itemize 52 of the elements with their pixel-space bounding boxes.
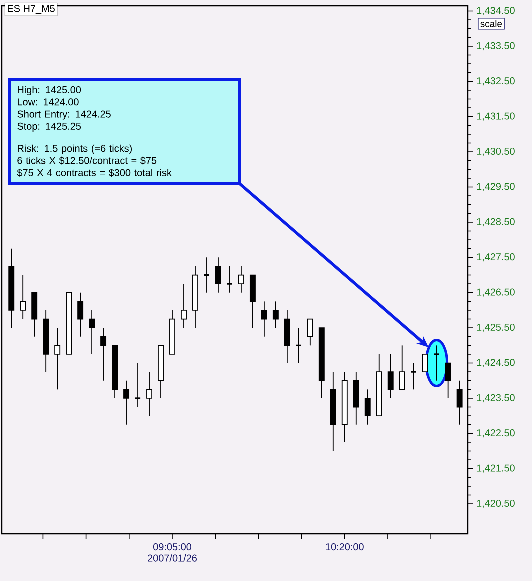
candlestick bbox=[216, 257, 222, 294]
y-tick-label: 1,428.50 bbox=[477, 218, 515, 227]
candlestick bbox=[181, 284, 187, 329]
y-tick-label: 1,434.50 bbox=[477, 7, 515, 16]
candlestick bbox=[261, 301, 268, 338]
y-tick-label: 1,420.50 bbox=[477, 500, 515, 508]
candlestick bbox=[100, 328, 107, 382]
candlestick bbox=[399, 345, 406, 390]
y-tick-label: 1,430.50 bbox=[477, 148, 515, 156]
annotation: Risk: 1.5 points (=6 ticks) bbox=[18, 144, 132, 154]
candlestick bbox=[388, 354, 394, 399]
annotation: Stop: 1425.25 bbox=[18, 122, 82, 132]
y-tick-label: 1,431.50 bbox=[477, 112, 515, 121]
chart-title: ES H7_M5 bbox=[8, 5, 55, 14]
candlestick bbox=[364, 389, 371, 426]
annotation: $75 X 4 contracts = $300 total risk bbox=[17, 168, 172, 178]
candlestick bbox=[89, 310, 96, 355]
candlestick bbox=[445, 362, 452, 399]
candlestick bbox=[134, 362, 142, 408]
candlestick bbox=[456, 380, 463, 426]
y-tick-label: 1,427.50 bbox=[477, 254, 515, 262]
y-tick-label: 1,421.50 bbox=[477, 464, 515, 473]
candlestick bbox=[238, 266, 244, 294]
candlestick bbox=[146, 372, 152, 417]
candlestick bbox=[124, 380, 130, 426]
candlestick bbox=[20, 274, 26, 320]
text: scale bbox=[480, 20, 502, 28]
annotation: High: 1425.00 bbox=[18, 86, 82, 96]
y-tick-label: 1,433.50 bbox=[477, 42, 515, 51]
y-tick-label: 1,424.50 bbox=[477, 359, 515, 368]
y-tick-label: 1,422.50 bbox=[477, 430, 515, 438]
y-tick-label: 1,429.50 bbox=[477, 183, 515, 192]
candlestick bbox=[410, 362, 418, 390]
annotation: 6 ticks X $12.50/contract = $75 bbox=[18, 156, 157, 165]
y-tick-label: 1,426.50 bbox=[477, 288, 515, 297]
candlestick bbox=[307, 318, 314, 346]
y-tick-label: 1,423.50 bbox=[477, 394, 515, 403]
candlestick bbox=[204, 257, 210, 294]
candlestick bbox=[226, 266, 234, 294]
candlestick bbox=[272, 301, 279, 329]
candlestick bbox=[296, 328, 302, 364]
annotation: Short Entry: 1424.25 bbox=[18, 110, 111, 120]
y-tick-label: 1,425.50 bbox=[477, 324, 515, 332]
x-axis-title: 2007/01/26 bbox=[148, 554, 197, 562]
candlestick bbox=[434, 345, 440, 382]
y-tick-label: 1,432.50 bbox=[477, 78, 515, 86]
annotation: Low: 1424.00 bbox=[18, 98, 79, 106]
candlestick bbox=[78, 292, 84, 338]
candlestick bbox=[54, 328, 61, 390]
x-tick-label: 10:20:00 bbox=[326, 544, 364, 551]
x-tick-label: 09:05:00 bbox=[154, 544, 192, 551]
candlestick bbox=[422, 354, 428, 373]
